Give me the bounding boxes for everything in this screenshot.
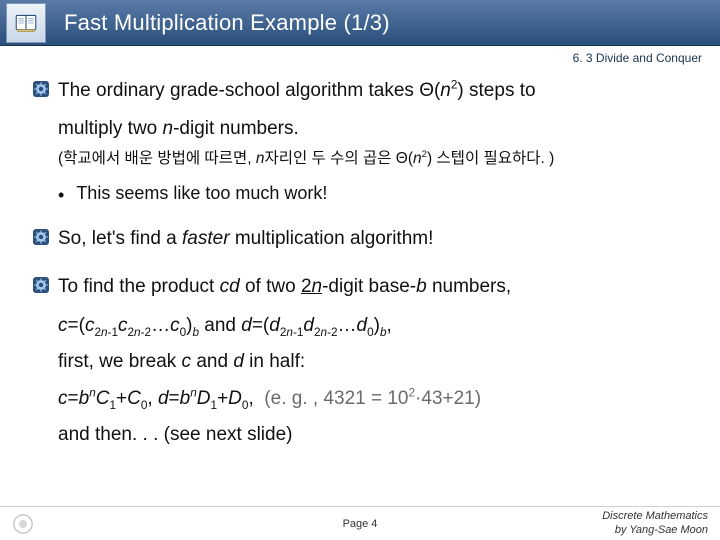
dot-bullet-icon: • (58, 183, 64, 208)
var: D (197, 388, 211, 409)
var: d (303, 315, 314, 336)
text: first, we break (58, 351, 182, 372)
text: , (147, 388, 158, 409)
var: d (241, 315, 252, 336)
text: = (169, 388, 180, 409)
var-n: n (312, 276, 323, 297)
text: (e. g. , 4321 = 10 (264, 388, 408, 409)
text: multiply two (58, 118, 163, 139)
text: So, let's find a (58, 228, 182, 249)
credit-line-1: Discrete Mathematics (602, 510, 708, 523)
text: … (338, 315, 357, 336)
var: c (182, 351, 192, 372)
header-icon (6, 3, 46, 43)
text: 2 (301, 276, 312, 297)
theta: Θ( (419, 80, 440, 101)
text: -digit base- (322, 276, 416, 297)
text: steps to (464, 80, 536, 101)
slide-body: The ordinary grade-school algorithm take… (0, 46, 720, 460)
formula-line-cd: c=(c2n-1c2n-2…c0)b and d=(d2n-1d2n-2…d0)… (58, 311, 688, 341)
var: d (233, 351, 244, 372)
var: c (170, 315, 180, 336)
text: multiplication algorithm! (230, 228, 434, 249)
var: C (96, 388, 110, 409)
var: c (58, 388, 68, 409)
bullet-icon (32, 228, 50, 246)
var-n: n (163, 118, 174, 139)
text-line: multiply two n-digit numbers. (58, 114, 688, 144)
text: This seems like too much work! (76, 183, 327, 204)
text: ) 스텝이 필요하다. ) (427, 150, 554, 167)
var: cd (220, 276, 240, 297)
var: c (58, 315, 68, 336)
bullet-item-3: To find the product cd of two 2n-digit b… (32, 272, 688, 302)
text: = (68, 388, 79, 409)
footer-logo (12, 513, 40, 535)
sub: -1 (108, 326, 118, 339)
text-line: The ordinary grade-school algorithm take… (58, 76, 536, 106)
korean-note: (학교에서 배운 방법에 따르면, n자리인 두 수의 곱은 Θ(n2) 스텝이… (58, 147, 688, 171)
var: D (228, 388, 242, 409)
text: , (387, 315, 392, 336)
var: c (85, 315, 95, 336)
sub: -1 (293, 326, 303, 339)
var-n: n (440, 80, 451, 101)
var: C (127, 388, 141, 409)
var-b: b (416, 276, 427, 297)
text: -digit numbers. (173, 118, 299, 139)
text: and (199, 315, 241, 336)
slide-footer: Page 4 Discrete Mathematics by Yang-Sae … (0, 506, 720, 540)
sub: -2 (327, 326, 337, 339)
var: d (269, 315, 280, 336)
sub-bullet: • This seems like too much work! (58, 183, 688, 208)
sub: -2 (141, 326, 151, 339)
bullet-icon (32, 80, 50, 98)
example: (e. g. , 4321 = 102·43+21) (264, 388, 481, 409)
var: b (180, 388, 191, 409)
university-logo-icon (12, 513, 34, 535)
em: faster (182, 228, 230, 249)
text: + (116, 388, 127, 409)
bullet-item-1: The ordinary grade-school algorithm take… (32, 76, 688, 106)
text-line: To find the product cd of two 2n-digit b… (58, 272, 511, 302)
var: d (158, 388, 169, 409)
text: of two (240, 276, 301, 297)
text: , (248, 388, 264, 409)
text: in half: (244, 351, 305, 372)
var: d (357, 315, 368, 336)
section-label: 6. 3 Divide and Conquer (569, 51, 706, 65)
bullet-icon (32, 276, 50, 294)
var: c (118, 315, 128, 336)
text: (학교에서 배운 방법에 따르면, (58, 150, 256, 167)
footer-credits: Discrete Mathematics by Yang-Sae Moon (602, 510, 708, 536)
book-icon (13, 10, 39, 36)
formula-line-half: c=bnC1+C0, d=bnD1+D0, (e. g. , 4321 = 10… (58, 384, 688, 414)
text: The ordinary grade-school algorithm take… (58, 80, 419, 101)
text-line: first, we break c and d in half: (58, 347, 688, 377)
text: … (151, 315, 170, 336)
text: 자리인 두 수의 곱은 (264, 150, 395, 167)
slide-title: Fast Multiplication Example (1/3) (64, 10, 390, 36)
var: b (79, 388, 90, 409)
text: To find the product (58, 276, 220, 297)
page-number: Page 4 (343, 518, 378, 530)
text: and (191, 351, 233, 372)
credit-line-2: by Yang-Sae Moon (602, 524, 708, 537)
text: numbers, (427, 276, 511, 297)
var-n: n (413, 150, 422, 167)
text: =( (252, 315, 269, 336)
text-line: and then. . . (see next slide) (58, 420, 688, 450)
text-line: So, let's find a faster multiplication a… (58, 224, 433, 254)
text: ·43+21) (415, 388, 481, 409)
slide-header: Fast Multiplication Example (1/3) 6. 3 D… (0, 0, 720, 46)
text: + (217, 388, 228, 409)
text: =( (68, 315, 85, 336)
theta: Θ( (396, 150, 413, 167)
bullet-item-2: So, let's find a faster multiplication a… (32, 224, 688, 254)
